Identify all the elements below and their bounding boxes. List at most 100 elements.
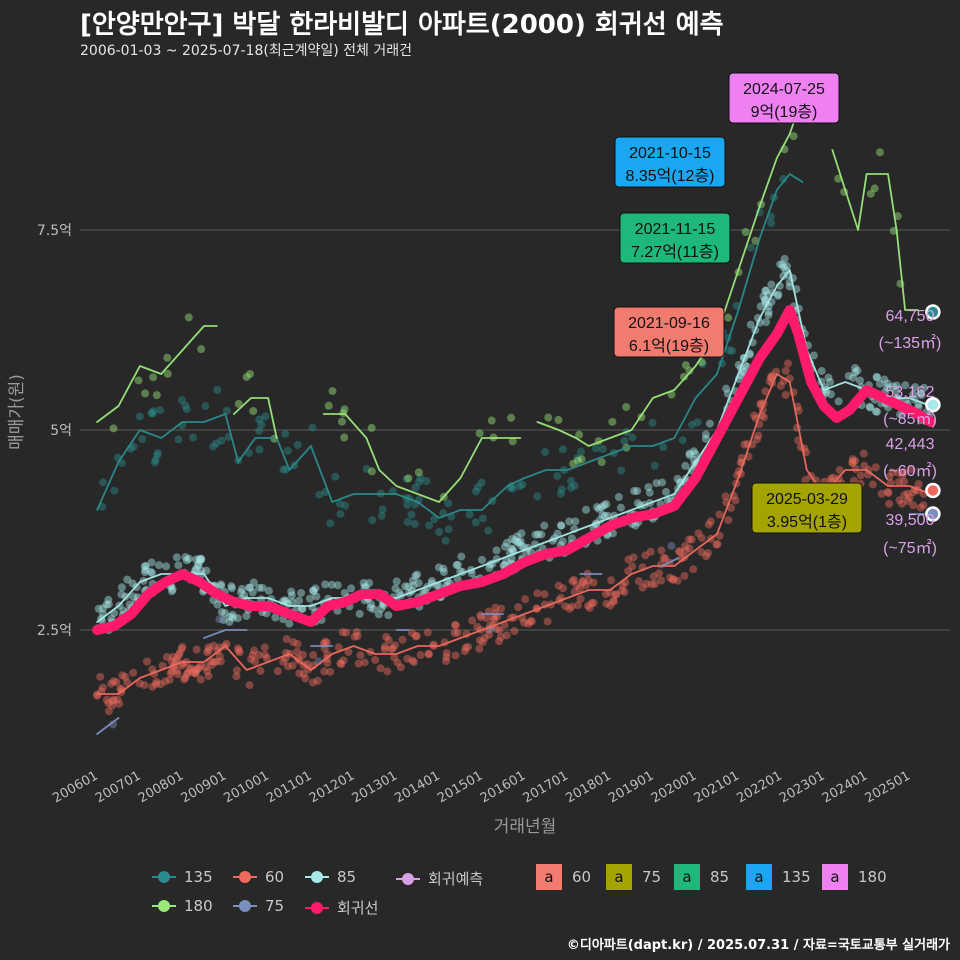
transaction-dot-60: [533, 589, 542, 598]
transaction-dot-85: [439, 568, 448, 577]
x-tick-label: 202301: [777, 768, 827, 806]
transaction-dot-60: [482, 614, 491, 623]
x-tick-label: 201401: [392, 768, 442, 806]
transaction-dot-60: [478, 637, 487, 646]
transaction-dot-85: [920, 383, 929, 392]
transaction-dot-60: [527, 617, 536, 626]
forecast-point-60: [925, 482, 941, 499]
transaction-dot-60: [629, 553, 638, 562]
transaction-dot-60: [495, 626, 504, 635]
transaction-dot-60: [342, 628, 351, 637]
transaction-dot-85: [248, 588, 257, 597]
transaction-dot-135: [465, 510, 474, 519]
transaction-dot-60: [776, 381, 785, 390]
transaction-dot-60: [209, 641, 218, 650]
transaction-dot-85: [202, 566, 211, 575]
annotation-price: 7.27억(11층): [631, 243, 719, 261]
transaction-dot-85: [219, 615, 228, 624]
transaction-dot-60: [309, 651, 318, 660]
transaction-dot-60: [642, 579, 651, 588]
transaction-dot-85: [602, 500, 611, 509]
data-credit: ©디아파트(dapt.kr) / 2025.07.31 / 자료=국토교통부 실…: [566, 938, 950, 953]
transaction-dot-85: [853, 366, 862, 375]
transaction-dot-85: [767, 280, 776, 289]
transaction-dot-180: [622, 402, 631, 411]
transaction-dot-60: [121, 672, 130, 681]
transaction-dot-60: [811, 476, 820, 485]
transaction-dot-60: [180, 675, 189, 684]
transaction-dot-60: [398, 635, 407, 644]
transaction-dot-60: [299, 669, 308, 678]
transaction-dot-60: [182, 670, 191, 679]
transaction-dot-85: [597, 503, 606, 512]
transaction-dot-60: [451, 651, 460, 660]
transaction-dot-85: [746, 320, 755, 329]
transaction-dot-85: [311, 584, 320, 593]
transaction-dot-85: [347, 584, 356, 593]
x-tick-label: 201601: [478, 768, 528, 806]
transaction-dot-60: [473, 622, 482, 631]
transaction-dot-60: [411, 632, 420, 641]
transaction-dot-60: [706, 517, 715, 526]
transaction-dot-85: [227, 584, 236, 593]
transaction-dot-60: [617, 586, 626, 595]
transaction-dot-85: [146, 567, 155, 576]
transaction-dot-85: [288, 598, 297, 607]
x-tick-label: 200801: [136, 768, 186, 806]
transaction-dot-60: [293, 639, 302, 648]
transaction-dot-85: [258, 583, 267, 592]
transaction-dot-60: [167, 667, 176, 676]
transaction-dot-85: [217, 582, 226, 591]
transaction-dot-60: [212, 657, 221, 666]
transaction-dot-85: [834, 397, 843, 406]
x-tick-label: 202401: [820, 768, 870, 806]
transaction-dot-60: [724, 516, 733, 525]
transaction-dot-60: [117, 685, 126, 694]
transaction-dot-135: [336, 509, 345, 518]
transaction-dot-85: [739, 367, 748, 376]
transaction-dot-60: [196, 661, 205, 670]
transaction-dot-85: [500, 542, 509, 551]
legend-item-135: 135: [152, 868, 213, 886]
transaction-dot-60: [295, 669, 304, 678]
transaction-dot-60: [166, 669, 175, 678]
transaction-dot-85: [167, 587, 176, 596]
transaction-dot-60: [712, 540, 721, 549]
transaction-dot-60: [248, 650, 257, 659]
transaction-dot-180: [685, 366, 694, 375]
transaction-dot-60: [476, 613, 485, 622]
transaction-dot-85: [452, 561, 461, 570]
transaction-dot-60: [156, 680, 165, 689]
transaction-dot-60: [761, 387, 770, 396]
transaction-dot-135: [315, 490, 324, 499]
transaction-dot-60: [109, 696, 118, 705]
transaction-dot-60: [460, 647, 469, 656]
transaction-dot-60: [165, 675, 174, 684]
transaction-dot-85: [517, 529, 526, 538]
transaction-dot-60: [909, 488, 918, 497]
transaction-dot-60: [142, 657, 151, 666]
transaction-dot-180: [866, 189, 875, 198]
transaction-dot-180: [337, 417, 346, 426]
transaction-dot-135: [153, 451, 162, 460]
legend-box-75: a 75: [606, 864, 661, 890]
transaction-dot-60: [877, 489, 886, 498]
transaction-dot-60: [584, 576, 593, 585]
transaction-dot-85: [227, 582, 236, 591]
transaction-dot-85: [502, 556, 511, 565]
transaction-dot-85: [776, 260, 785, 269]
transaction-dot-85: [917, 391, 926, 400]
transaction-dot-85: [537, 530, 546, 539]
transaction-dot-60: [835, 466, 844, 475]
transaction-dot-85: [312, 592, 321, 601]
transaction-dot-60: [194, 664, 203, 673]
transaction-dot-60: [424, 650, 433, 659]
series-line-75: [96, 513, 932, 735]
transaction-dot-60: [148, 665, 157, 674]
transaction-dot-60: [235, 648, 244, 657]
transaction-dot-135: [533, 492, 542, 501]
transaction-dot-135: [541, 447, 550, 456]
transaction-dot-180: [893, 212, 902, 221]
transaction-dot-85: [128, 579, 137, 588]
transaction-dot-60: [232, 666, 241, 675]
